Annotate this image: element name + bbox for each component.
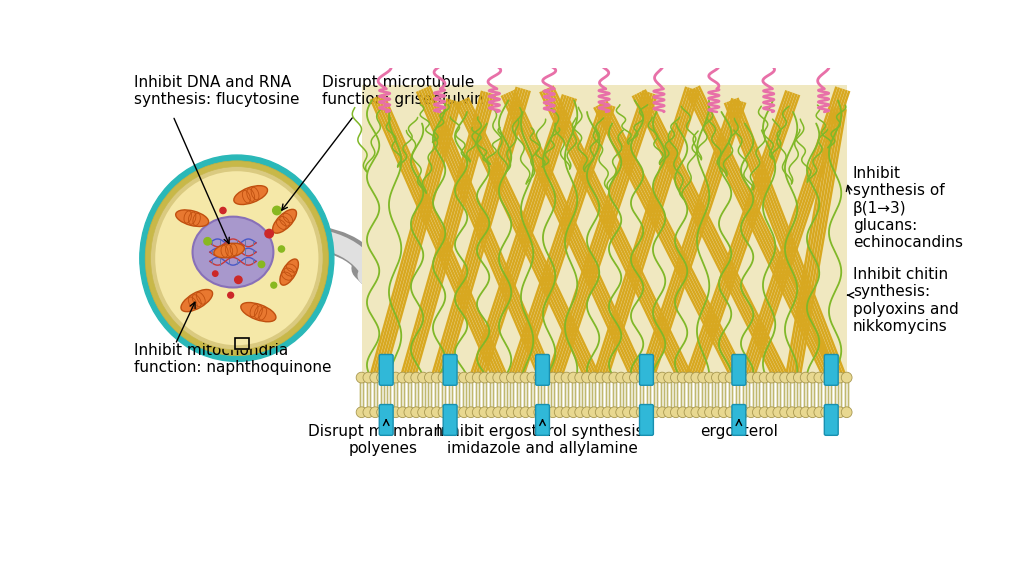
Ellipse shape — [214, 243, 245, 258]
Circle shape — [697, 372, 709, 383]
Circle shape — [271, 282, 276, 288]
Circle shape — [582, 372, 593, 383]
Ellipse shape — [193, 217, 273, 287]
Circle shape — [568, 372, 579, 383]
Circle shape — [773, 372, 783, 383]
Circle shape — [204, 238, 211, 245]
Circle shape — [753, 407, 763, 418]
Circle shape — [636, 407, 647, 418]
FancyBboxPatch shape — [824, 354, 839, 386]
Circle shape — [452, 372, 463, 383]
Circle shape — [272, 206, 282, 215]
Circle shape — [786, 372, 798, 383]
Circle shape — [418, 372, 428, 383]
Circle shape — [650, 407, 660, 418]
FancyBboxPatch shape — [824, 404, 839, 435]
Circle shape — [738, 372, 750, 383]
Circle shape — [745, 372, 757, 383]
Circle shape — [459, 372, 469, 383]
Ellipse shape — [140, 155, 334, 361]
Circle shape — [827, 407, 839, 418]
Circle shape — [780, 407, 791, 418]
Circle shape — [370, 372, 381, 383]
Circle shape — [377, 407, 387, 418]
Circle shape — [431, 407, 442, 418]
Circle shape — [265, 230, 273, 238]
Circle shape — [615, 372, 627, 383]
Text: Inhibit DNA and RNA
synthesis: flucytosine: Inhibit DNA and RNA synthesis: flucytosi… — [134, 75, 300, 107]
Circle shape — [725, 407, 736, 418]
Circle shape — [656, 407, 668, 418]
Text: Inhibit mitochondria
function: naphthoquinone: Inhibit mitochondria function: naphthoqu… — [134, 343, 332, 375]
Circle shape — [445, 407, 456, 418]
Circle shape — [664, 407, 675, 418]
Circle shape — [411, 372, 422, 383]
Circle shape — [425, 407, 435, 418]
Circle shape — [801, 372, 811, 383]
Circle shape — [452, 407, 463, 418]
Circle shape — [595, 407, 606, 418]
Circle shape — [213, 271, 218, 276]
Circle shape — [520, 372, 530, 383]
Circle shape — [766, 407, 777, 418]
Ellipse shape — [145, 161, 329, 356]
Circle shape — [835, 372, 845, 383]
Circle shape — [527, 372, 538, 383]
FancyBboxPatch shape — [443, 404, 457, 435]
Circle shape — [643, 372, 654, 383]
Circle shape — [554, 407, 565, 418]
Circle shape — [684, 407, 695, 418]
FancyBboxPatch shape — [640, 404, 653, 435]
Ellipse shape — [280, 259, 298, 285]
Circle shape — [438, 407, 449, 418]
Circle shape — [780, 372, 791, 383]
Circle shape — [459, 407, 469, 418]
Circle shape — [814, 407, 824, 418]
Circle shape — [479, 407, 489, 418]
Circle shape — [411, 407, 422, 418]
Circle shape — [807, 372, 818, 383]
Circle shape — [356, 407, 367, 418]
Text: Disrupt membrane:
polyenes: Disrupt membrane: polyenes — [308, 424, 458, 456]
Circle shape — [732, 372, 742, 383]
Circle shape — [561, 372, 572, 383]
Circle shape — [801, 407, 811, 418]
Circle shape — [520, 407, 530, 418]
Circle shape — [561, 407, 572, 418]
Text: Inhibit chitin
synthesis:
polyoxins and
nikkomycins: Inhibit chitin synthesis: polyoxins and … — [853, 267, 958, 334]
FancyBboxPatch shape — [640, 354, 653, 386]
Circle shape — [384, 407, 394, 418]
Circle shape — [397, 407, 408, 418]
Circle shape — [500, 407, 510, 418]
Circle shape — [227, 292, 233, 298]
Circle shape — [650, 372, 660, 383]
Circle shape — [759, 372, 770, 383]
Ellipse shape — [176, 210, 209, 226]
Circle shape — [602, 407, 613, 418]
Circle shape — [500, 372, 510, 383]
Circle shape — [671, 372, 681, 383]
Circle shape — [821, 407, 831, 418]
Text: Disrupt microtubule
function: griseofulvin: Disrupt microtubule function: griseofulv… — [322, 75, 483, 107]
Circle shape — [712, 372, 722, 383]
Circle shape — [220, 208, 226, 214]
Circle shape — [384, 372, 394, 383]
Circle shape — [759, 407, 770, 418]
Circle shape — [725, 372, 736, 383]
FancyBboxPatch shape — [536, 404, 550, 435]
Text: Inhibit
synthesis of
β(1→3)
glucans:
echinocandins: Inhibit synthesis of β(1→3) glucans: ech… — [853, 166, 963, 251]
Circle shape — [794, 372, 804, 383]
FancyBboxPatch shape — [732, 404, 745, 435]
Circle shape — [842, 372, 852, 383]
Circle shape — [574, 407, 586, 418]
Ellipse shape — [156, 171, 318, 345]
FancyBboxPatch shape — [732, 354, 745, 386]
Circle shape — [493, 372, 504, 383]
Circle shape — [513, 372, 524, 383]
Circle shape — [486, 372, 497, 383]
Circle shape — [705, 407, 716, 418]
Circle shape — [541, 372, 552, 383]
Circle shape — [718, 407, 729, 418]
Circle shape — [466, 407, 476, 418]
Circle shape — [684, 372, 695, 383]
